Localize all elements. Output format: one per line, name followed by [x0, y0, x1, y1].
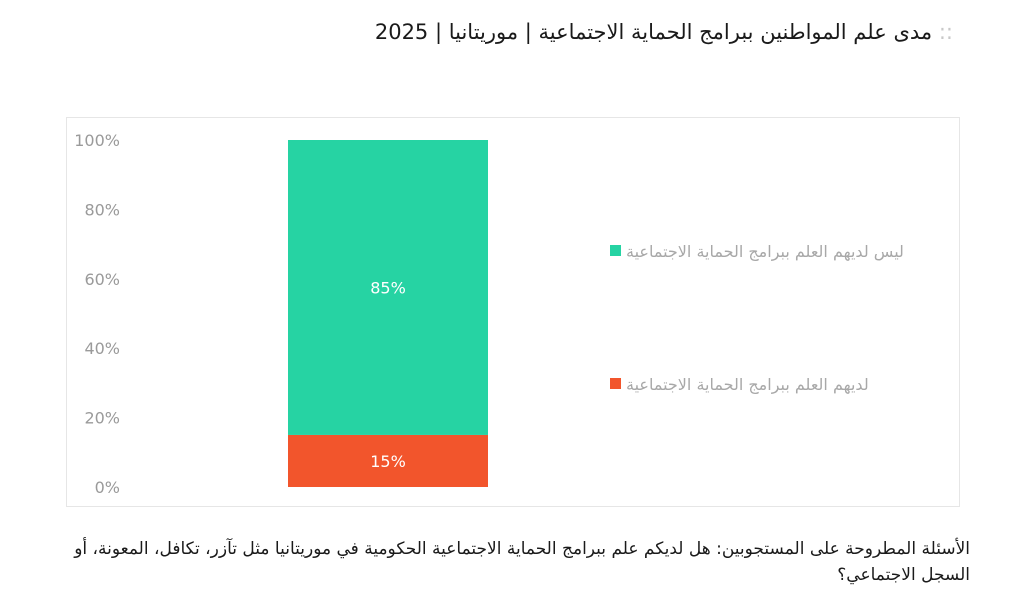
title-prefix: :: — [938, 20, 953, 44]
y-tick-label: 80% — [84, 200, 120, 219]
data-label: 85% — [370, 278, 406, 297]
bar-segment-not-aware — [288, 140, 488, 435]
legend-swatch — [610, 245, 621, 256]
legend-item-not-aware: ليس لديهم العلم ببرامج الحماية الاجتماعي… — [610, 242, 904, 262]
bar-segment-aware — [288, 434, 488, 487]
legend-item-aware: لديهم العلم ببرامج الحماية الاجتماعية — [610, 375, 869, 395]
legend-swatch — [610, 378, 621, 389]
y-tick-label: 100% — [74, 131, 120, 150]
chart-frame — [66, 117, 960, 507]
title-text: مدى علم المواطنين ببرامج الحماية الاجتما… — [374, 20, 933, 44]
chart-title: :: مدى علم المواطنين ببرامج الحماية الاج… — [53, 20, 953, 44]
legend-label: ليس لديهم العلم ببرامج الحماية الاجتماعي… — [626, 242, 904, 262]
y-tick-label: 0% — [95, 478, 120, 497]
y-tick-label: 20% — [84, 409, 120, 428]
y-tick-label: 60% — [84, 270, 120, 289]
y-tick-label: 40% — [84, 339, 120, 358]
data-label: 15% — [370, 452, 406, 471]
survey-question: الأسئلة المطروحة على المستجوبين: هل لديك… — [74, 539, 970, 585]
legend-label: لديهم العلم ببرامج الحماية الاجتماعية — [626, 375, 869, 395]
